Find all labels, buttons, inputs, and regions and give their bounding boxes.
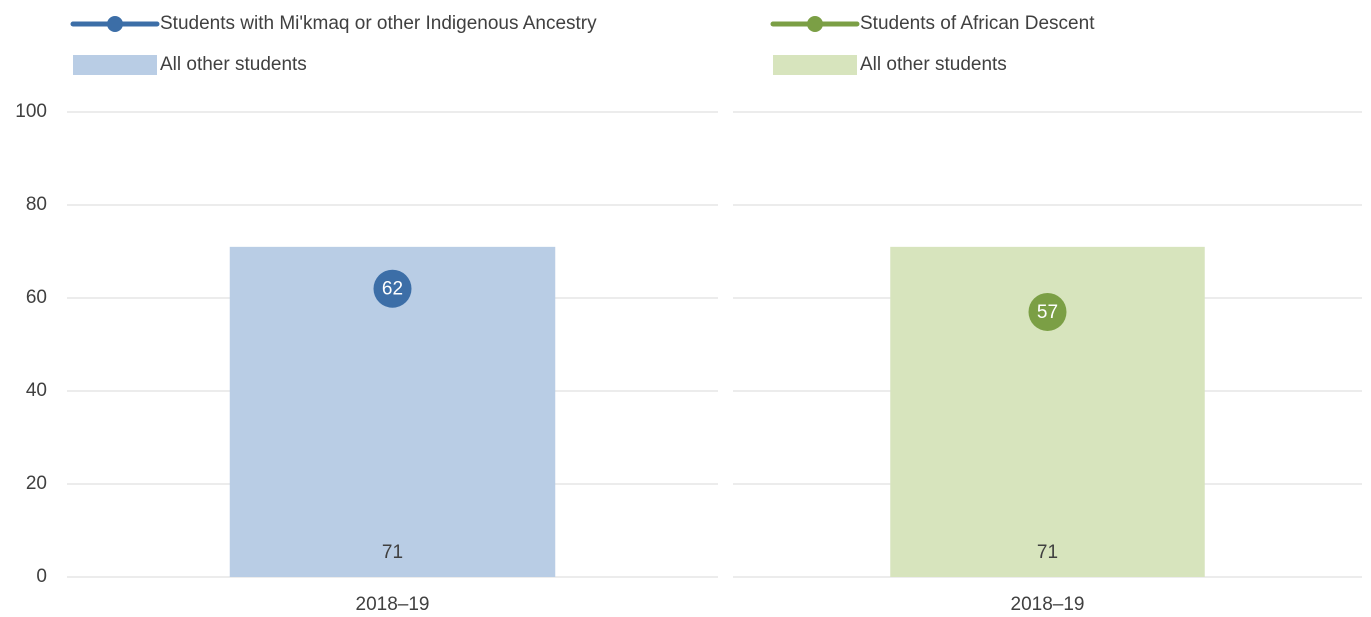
- y-tick-label: 60: [26, 287, 47, 308]
- legend-swatch: [773, 55, 857, 75]
- legend-marker: [107, 16, 123, 32]
- line-marker: [1028, 292, 1067, 331]
- data-label: 71: [1037, 542, 1058, 563]
- x-tick-label: 2018–19: [1011, 594, 1085, 615]
- legend-label: All other students: [860, 54, 1007, 75]
- legend-label: Students of African Descent: [860, 13, 1095, 34]
- legend-label: Students with Mi'kmaq or other Indigenou…: [160, 13, 597, 34]
- data-label: 62: [382, 279, 403, 300]
- data-label: 71: [382, 542, 403, 563]
- y-tick-label: 100: [15, 101, 47, 122]
- line-marker: [373, 269, 412, 308]
- y-tick-label: 0: [36, 566, 47, 587]
- y-tick-label: 40: [26, 380, 47, 401]
- y-tick-label: 20: [26, 473, 47, 494]
- legend-label: All other students: [160, 54, 307, 75]
- legend-marker: [807, 16, 823, 32]
- legend-swatch: [73, 55, 157, 75]
- x-tick-label: 2018–19: [356, 594, 430, 615]
- y-tick-label: 80: [26, 194, 47, 215]
- data-label: 57: [1037, 302, 1058, 323]
